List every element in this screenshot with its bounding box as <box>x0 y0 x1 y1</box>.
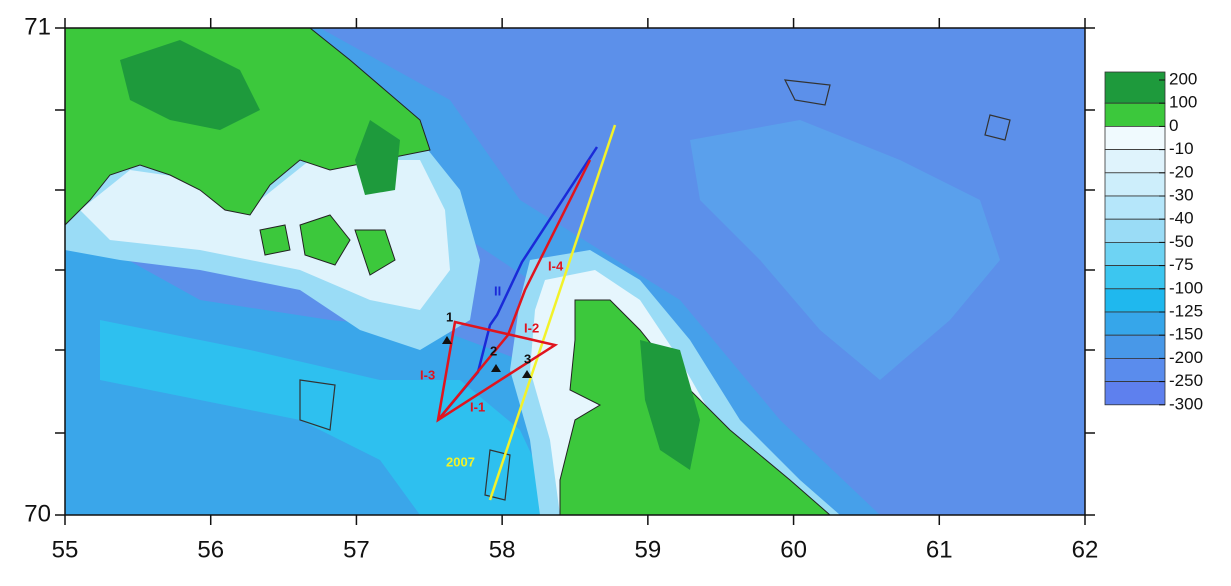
profile-label: I-4 <box>548 258 564 273</box>
x-tick-label: 55 <box>52 536 79 563</box>
station-label: 1 <box>446 309 453 324</box>
colorbar-swatch <box>1105 335 1165 358</box>
colorbar-swatch <box>1105 289 1165 312</box>
colorbar-swatch <box>1105 126 1165 149</box>
y-tick-label: 71 <box>24 13 51 40</box>
colorbar-label: -40 <box>1169 209 1194 228</box>
colorbar-swatch <box>1105 196 1165 219</box>
x-tick-label: 58 <box>489 536 516 563</box>
colorbar-swatch <box>1105 266 1165 289</box>
colorbar-swatch <box>1105 173 1165 196</box>
colorbar-label: -125 <box>1169 301 1203 320</box>
colorbar-swatch <box>1105 242 1165 265</box>
colorbar-swatch <box>1105 103 1165 126</box>
colorbar-label: -20 <box>1169 162 1194 181</box>
colorbar: 200 100 0 -10 -20 -30 -40 -50 -75 -100 -125 -150 -20… <box>1105 69 1203 413</box>
profile-label: 2007 <box>446 454 475 469</box>
map-figure: 1 2 3 I-1 I-2 I-3 I-4 II 2007 55 56 57 58 59… <box>0 0 1231 581</box>
colorbar-swatch <box>1105 150 1165 173</box>
x-tick-label: 56 <box>197 536 224 563</box>
x-tick-label: 61 <box>926 536 953 563</box>
colorbar-swatch <box>1105 358 1165 381</box>
colorbar-label: -30 <box>1169 185 1194 204</box>
colorbar-label: -75 <box>1169 255 1194 274</box>
profile-label: II <box>494 283 501 298</box>
x-tick-label: 59 <box>635 536 662 563</box>
colorbar-swatch <box>1105 72 1165 103</box>
profile-label: I-1 <box>470 399 485 414</box>
bathymetry <box>65 28 1085 515</box>
colorbar-label: -10 <box>1169 139 1194 158</box>
colorbar-label: 200 <box>1169 69 1197 88</box>
profile-label: I-2 <box>524 320 539 335</box>
station-label: 3 <box>524 351 531 366</box>
colorbar-label: -200 <box>1169 348 1203 367</box>
colorbar-label: -50 <box>1169 232 1194 251</box>
colorbar-label: -100 <box>1169 278 1203 297</box>
colorbar-label: -250 <box>1169 371 1203 390</box>
colorbar-label: -300 <box>1169 394 1203 413</box>
colorbar-label: -150 <box>1169 325 1203 344</box>
profile-label: I-3 <box>420 367 435 382</box>
y-tick-label: 70 <box>24 500 51 527</box>
colorbar-label: 0 <box>1169 116 1178 135</box>
colorbar-label: 100 <box>1169 93 1197 112</box>
x-tick-label: 62 <box>1072 536 1099 563</box>
station-label: 2 <box>490 343 497 358</box>
colorbar-swatch <box>1105 382 1165 405</box>
x-tick-label: 57 <box>343 536 370 563</box>
colorbar-swatch <box>1105 312 1165 335</box>
x-tick-label: 60 <box>780 536 807 563</box>
colorbar-swatch <box>1105 219 1165 242</box>
